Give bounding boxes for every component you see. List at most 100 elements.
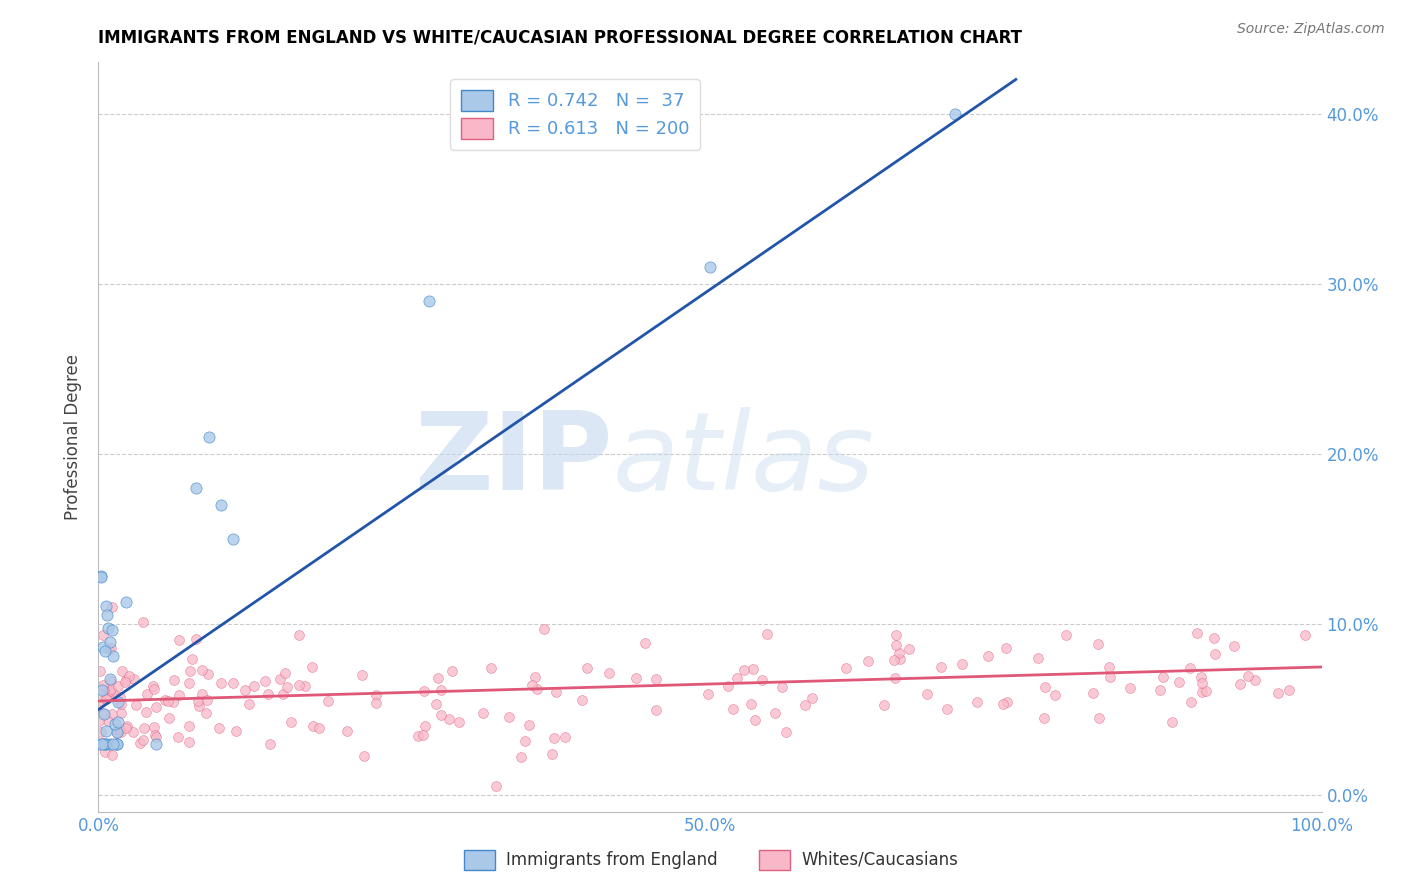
Point xyxy=(124,698,146,712)
Point xyxy=(274,666,297,681)
Point xyxy=(103,648,125,663)
Point xyxy=(93,707,115,722)
Point xyxy=(186,694,208,708)
Point xyxy=(110,706,132,720)
Point xyxy=(943,106,966,120)
Point xyxy=(936,702,959,716)
Point xyxy=(100,681,122,696)
Point xyxy=(884,628,907,642)
Point xyxy=(90,725,112,739)
Point xyxy=(1054,628,1077,642)
Point xyxy=(93,640,115,654)
Point xyxy=(742,661,765,675)
Point xyxy=(222,533,245,547)
Point xyxy=(259,737,281,751)
Point xyxy=(153,692,176,706)
Point xyxy=(163,673,186,687)
Point xyxy=(271,687,294,701)
Point xyxy=(177,719,200,733)
Point xyxy=(929,660,952,674)
Point xyxy=(156,694,179,708)
Point xyxy=(1180,661,1202,675)
Point xyxy=(90,681,112,696)
Point xyxy=(100,640,122,655)
Point xyxy=(98,684,121,698)
Text: IMMIGRANTS FROM ENGLAND VS WHITE/CAUCASIAN PROFESSIONAL DEGREE CORRELATION CHART: IMMIGRANTS FROM ENGLAND VS WHITE/CAUCASI… xyxy=(98,29,1022,47)
Point xyxy=(131,615,153,629)
Point xyxy=(301,660,323,674)
Point xyxy=(733,663,755,677)
Point xyxy=(1223,639,1246,653)
Point xyxy=(1237,669,1260,683)
Point xyxy=(744,713,766,727)
Point xyxy=(91,628,114,642)
Point xyxy=(763,706,786,721)
Point xyxy=(97,689,120,703)
Point xyxy=(645,672,668,686)
Point xyxy=(336,723,359,738)
Text: Immigrants from England: Immigrants from England xyxy=(506,851,718,869)
Point xyxy=(513,734,536,748)
Point xyxy=(90,569,112,583)
Point xyxy=(108,723,131,738)
Point xyxy=(915,687,938,701)
Point xyxy=(115,719,138,733)
Point xyxy=(243,679,266,693)
Point xyxy=(93,746,115,760)
Point xyxy=(524,669,547,683)
Point xyxy=(406,729,429,743)
Point xyxy=(697,686,720,700)
Point xyxy=(1294,628,1316,642)
Point xyxy=(96,599,118,613)
Point xyxy=(107,715,129,730)
Point xyxy=(725,671,748,685)
Point xyxy=(418,293,440,308)
Point xyxy=(115,673,138,687)
Point xyxy=(191,687,214,701)
Point xyxy=(554,730,576,744)
Point xyxy=(793,698,815,712)
Point xyxy=(143,681,166,696)
Point xyxy=(101,686,124,700)
Point xyxy=(98,737,121,751)
Point xyxy=(238,697,260,711)
Point xyxy=(101,737,124,751)
Point xyxy=(413,684,436,698)
Point xyxy=(366,696,388,710)
Point xyxy=(1099,670,1122,684)
Point xyxy=(626,671,648,685)
Point xyxy=(110,724,132,739)
Point xyxy=(316,694,339,708)
Point xyxy=(93,683,115,698)
Point xyxy=(94,724,117,739)
Point xyxy=(887,646,910,660)
Point xyxy=(162,695,184,709)
Point xyxy=(96,607,118,622)
Point xyxy=(498,709,520,723)
Point xyxy=(430,708,453,723)
Point xyxy=(209,498,232,512)
Point xyxy=(100,673,122,688)
Point xyxy=(1119,681,1142,696)
Point xyxy=(740,697,762,711)
Point xyxy=(889,652,911,666)
Point xyxy=(145,700,167,714)
Point xyxy=(522,678,544,692)
Point xyxy=(415,719,437,733)
Point xyxy=(188,698,211,713)
Point xyxy=(1195,684,1218,698)
Point xyxy=(91,706,114,720)
Point xyxy=(90,570,112,584)
Point xyxy=(122,672,145,686)
Point xyxy=(526,681,548,696)
Point xyxy=(1229,676,1251,690)
Point xyxy=(91,735,114,749)
Point xyxy=(105,737,128,751)
Point xyxy=(184,632,207,646)
Point xyxy=(105,725,128,739)
Point xyxy=(94,692,117,706)
Point xyxy=(994,641,1017,656)
Point xyxy=(143,727,166,741)
Point xyxy=(90,694,112,708)
Point xyxy=(510,750,533,764)
